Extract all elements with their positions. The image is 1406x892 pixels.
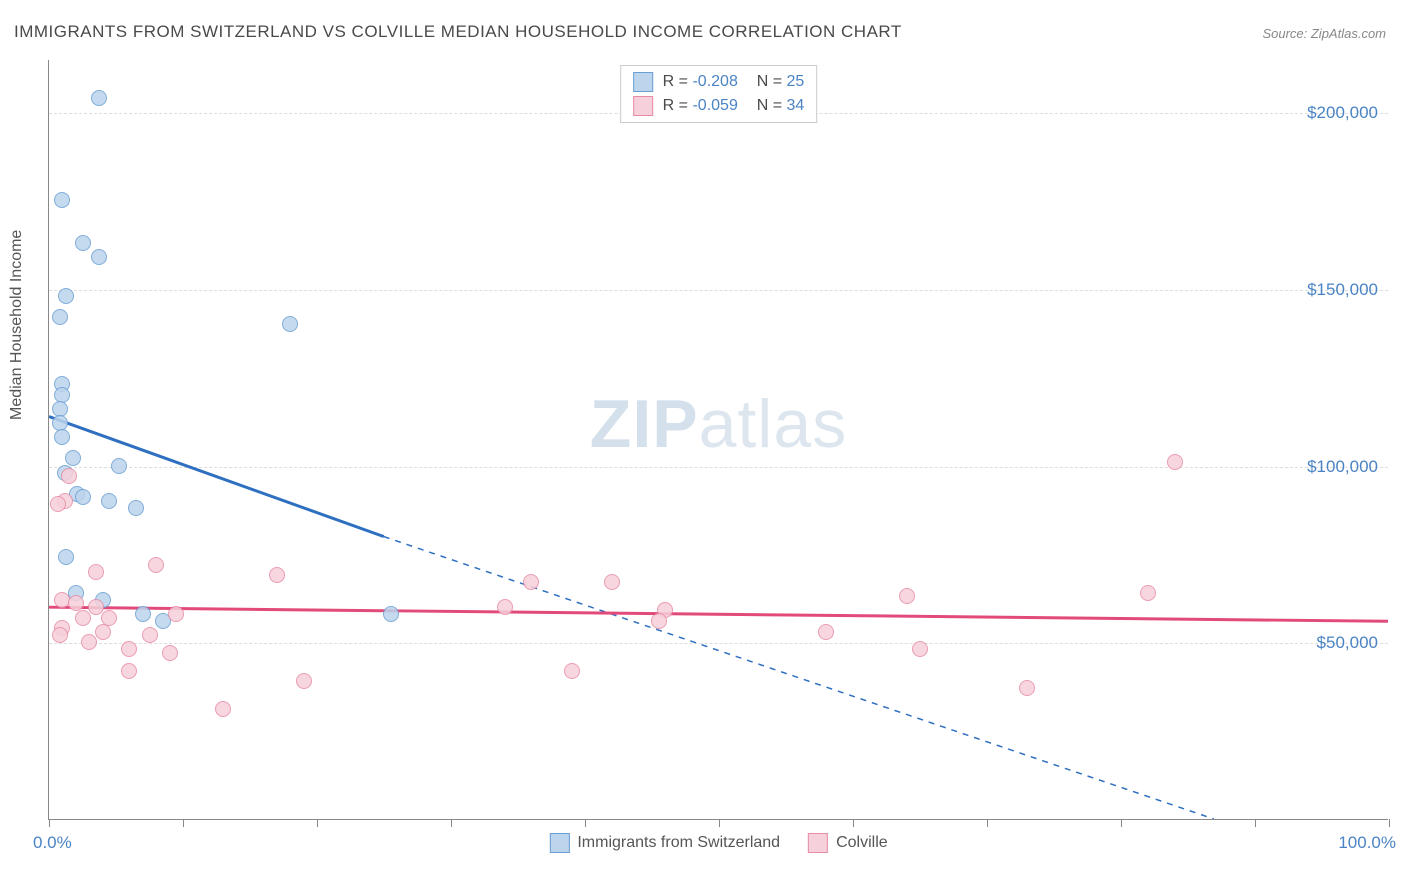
data-point-series-0 xyxy=(58,288,74,304)
data-point-series-1 xyxy=(899,588,915,604)
data-point-series-1 xyxy=(818,624,834,640)
data-point-series-1 xyxy=(162,645,178,661)
x-tick xyxy=(987,819,988,827)
y-axis-label: Median Household Income xyxy=(8,230,26,420)
data-point-series-1 xyxy=(95,624,111,640)
data-point-series-1 xyxy=(564,663,580,679)
data-point-series-0 xyxy=(91,90,107,106)
data-point-series-0 xyxy=(52,309,68,325)
y-tick-label: $200,000 xyxy=(1208,103,1378,123)
chart-title: IMMIGRANTS FROM SWITZERLAND VS COLVILLE … xyxy=(14,22,902,42)
x-tick xyxy=(451,819,452,827)
y-tick-label: $100,000 xyxy=(1208,457,1378,477)
legend-row-series-1: R = -0.059 N = 34 xyxy=(633,94,805,118)
data-point-series-1 xyxy=(121,663,137,679)
data-point-series-0 xyxy=(101,493,117,509)
legend-bottom-item-0: Immigrants from Switzerland xyxy=(549,833,780,853)
data-point-series-0 xyxy=(75,235,91,251)
x-tick xyxy=(1255,819,1256,827)
data-point-series-0 xyxy=(54,429,70,445)
data-point-series-1 xyxy=(651,613,667,629)
watermark: ZIPatlas xyxy=(590,385,847,463)
x-axis-min-label: 0.0% xyxy=(33,833,72,853)
trend-lines xyxy=(49,60,1388,819)
data-point-series-1 xyxy=(168,606,184,622)
legend-swatch-series-0 xyxy=(633,72,653,92)
x-axis-max-label: 100.0% xyxy=(1338,833,1396,853)
gridline xyxy=(49,467,1388,468)
data-point-series-0 xyxy=(128,500,144,516)
x-tick xyxy=(317,819,318,827)
data-point-series-1 xyxy=(81,634,97,650)
data-point-series-1 xyxy=(52,627,68,643)
data-point-series-1 xyxy=(296,673,312,689)
data-point-series-1 xyxy=(121,641,137,657)
data-point-series-0 xyxy=(135,606,151,622)
data-point-series-1 xyxy=(497,599,513,615)
data-point-series-0 xyxy=(75,489,91,505)
data-point-series-0 xyxy=(54,192,70,208)
gridline xyxy=(49,290,1388,291)
data-point-series-1 xyxy=(148,557,164,573)
data-point-series-1 xyxy=(1019,680,1035,696)
data-point-series-1 xyxy=(1167,454,1183,470)
legend-row-series-0: R = -0.208 N = 25 xyxy=(633,70,805,94)
data-point-series-1 xyxy=(75,610,91,626)
data-point-series-1 xyxy=(88,564,104,580)
x-tick xyxy=(719,819,720,827)
legend-swatch-bottom-1 xyxy=(808,833,828,853)
legend-swatch-bottom-0 xyxy=(549,833,569,853)
data-point-series-1 xyxy=(142,627,158,643)
source-label: Source: ZipAtlas.com xyxy=(1262,26,1386,41)
data-point-series-1 xyxy=(1140,585,1156,601)
data-point-series-0 xyxy=(282,316,298,332)
data-point-series-1 xyxy=(912,641,928,657)
data-point-series-1 xyxy=(269,567,285,583)
legend-swatch-series-1 xyxy=(633,96,653,116)
data-point-series-0 xyxy=(111,458,127,474)
x-tick xyxy=(49,819,50,827)
data-point-series-1 xyxy=(215,701,231,717)
legend-bottom: Immigrants from Switzerland Colville xyxy=(549,833,887,853)
x-tick xyxy=(1389,819,1390,827)
data-point-series-0 xyxy=(383,606,399,622)
data-point-series-1 xyxy=(604,574,620,590)
x-tick xyxy=(853,819,854,827)
x-tick xyxy=(183,819,184,827)
data-point-series-0 xyxy=(58,549,74,565)
x-tick xyxy=(1121,819,1122,827)
gridline xyxy=(49,643,1388,644)
y-tick-label: $50,000 xyxy=(1208,633,1378,653)
plot-area: ZIPatlas $50,000 $100,000 $150,000 $200,000… xyxy=(48,60,1388,820)
x-tick xyxy=(585,819,586,827)
data-point-series-1 xyxy=(523,574,539,590)
legend-correlation-box: R = -0.208 N = 25 R = -0.059 N = 34 xyxy=(620,65,818,123)
data-point-series-1 xyxy=(61,468,77,484)
data-point-series-1 xyxy=(50,496,66,512)
y-tick-label: $150,000 xyxy=(1208,280,1378,300)
data-point-series-0 xyxy=(91,249,107,265)
legend-bottom-item-1: Colville xyxy=(808,833,888,853)
